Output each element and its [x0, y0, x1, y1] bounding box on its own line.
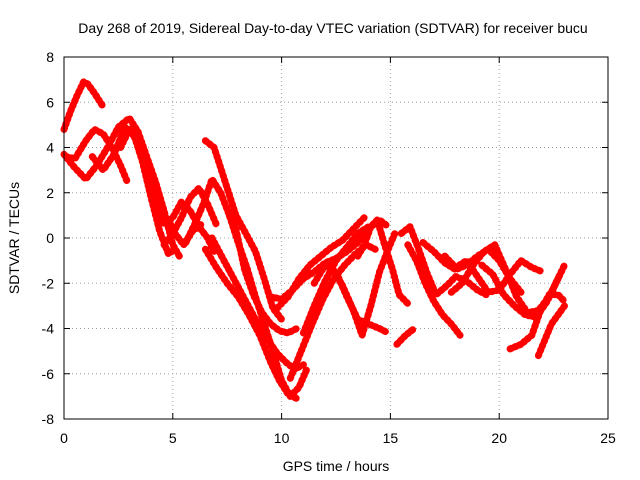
x-tick-label: 0	[60, 430, 68, 446]
series-pass-22	[404, 241, 464, 339]
y-tick-label: -6	[42, 366, 55, 382]
series-pass-12	[208, 234, 307, 373]
series-pass-20	[393, 325, 418, 348]
series-pass-27	[506, 291, 568, 353]
y-tick-label: -8	[42, 411, 55, 427]
series-pass-14	[273, 214, 368, 312]
y-tick-label: -2	[42, 275, 55, 291]
series-pass-9	[201, 137, 286, 323]
y-tick-label: 6	[46, 94, 54, 110]
series-pass-28	[534, 302, 568, 360]
x-tick-label: 25	[600, 430, 616, 446]
series-pass-1	[60, 78, 107, 133]
series-pass-16	[299, 223, 373, 337]
chart-title: Day 268 of 2019, Sidereal Day-to-day VTE…	[78, 20, 587, 36]
y-axis-label: SDTVAR / TECUs	[6, 182, 22, 294]
series-pass-24	[441, 252, 547, 296]
data-series	[60, 78, 568, 403]
series-pass-21	[397, 223, 490, 299]
series-pass-2	[60, 114, 183, 260]
x-tick-label: 5	[169, 430, 177, 446]
y-tick-label: 0	[46, 230, 54, 246]
axis-ticks: 0 5 10 15 20 25 -8 -6 -4 -2 0 2 4 6 8	[42, 49, 616, 446]
y-tick-label: 8	[46, 49, 54, 65]
x-tick-label: 15	[383, 430, 399, 446]
y-tick-label: 2	[46, 185, 54, 201]
gridlines	[64, 57, 608, 419]
series-pass-19	[354, 216, 412, 308]
x-axis-label: GPS time / hours	[283, 458, 390, 474]
series-pass-11	[201, 245, 301, 403]
series-pass-26	[478, 261, 568, 321]
x-tick-label: 20	[491, 430, 507, 446]
y-tick-label: 4	[46, 140, 54, 156]
series-pass-7	[160, 184, 220, 249]
series-pass-10	[225, 211, 301, 337]
x-tick-label: 10	[274, 430, 290, 446]
y-tick-label: -4	[42, 321, 55, 337]
series-pass-3	[62, 125, 131, 185]
series-pass-6	[147, 180, 218, 256]
